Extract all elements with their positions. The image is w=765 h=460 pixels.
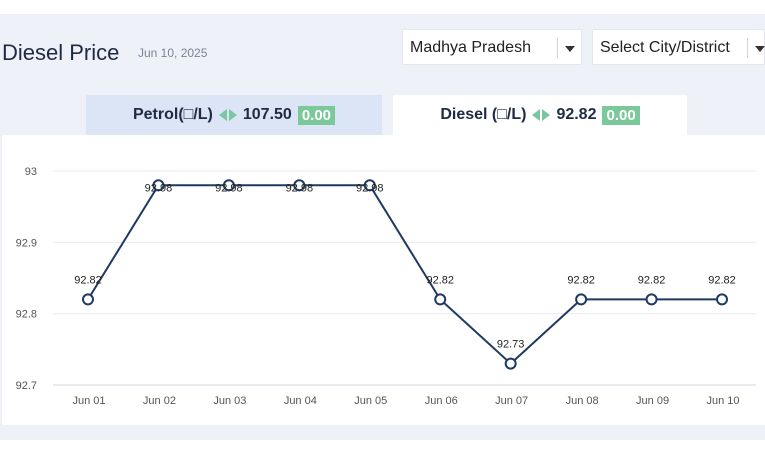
x-tick-label: Jun 07 <box>495 395 528 407</box>
data-point <box>434 293 447 306</box>
data-point <box>152 179 165 192</box>
price-change-arrows-icon <box>532 109 551 121</box>
x-tick-label: Jun 06 <box>425 395 458 407</box>
x-tick-label: Jun 09 <box>636 395 669 407</box>
price-line-chart: 93 92.9 92.8 92.7 Jun 01 Jun 02 Jun 03 Jun 04 Ju… <box>16 166 756 407</box>
data-point <box>293 179 306 192</box>
data-point <box>645 293 658 306</box>
data-label: 92.82 <box>638 274 666 286</box>
chart-card: 93 92.9 92.8 92.7 Jun 01 Jun 02 Jun 03 Jun 04 Ju… <box>2 135 765 425</box>
price-change-badge: 0.00 <box>602 105 640 125</box>
tab-diesel[interactable]: Diesel (□/L) 92.82 0.00 <box>393 95 687 135</box>
data-label: 92.98 <box>145 182 173 194</box>
y-tick-label: 92.9 <box>16 237 37 249</box>
chevron-down-icon[interactable] <box>565 46 575 52</box>
price-change-badge: 0.00 <box>297 105 336 125</box>
x-tick-label: Jun 10 <box>706 395 739 407</box>
state-select[interactable]: Madhya Pradesh <box>402 29 582 65</box>
data-label: 92.73 <box>497 339 525 351</box>
data-label: 92.98 <box>215 182 243 194</box>
state-select-value: Madhya Pradesh <box>410 39 531 56</box>
y-tick-label: 92.7 <box>16 380 37 392</box>
tab-petrol[interactable]: Petrol(□/L) 107.50 0.00 <box>86 95 382 135</box>
city-select[interactable]: Select City/District <box>592 29 765 65</box>
data-label: 92.82 <box>567 274 595 286</box>
x-tick-label: Jun 08 <box>566 395 599 407</box>
x-tick-label: Jun 03 <box>213 395 246 407</box>
y-tick-label: 92.8 <box>16 309 37 321</box>
x-tick-label: Jun 04 <box>284 395 317 407</box>
city-select-value: Select City/District <box>600 39 730 56</box>
data-point <box>82 293 94 306</box>
data-label: 92.98 <box>356 182 384 194</box>
data-label: 92.98 <box>286 182 314 194</box>
page-title: Diesel Price <box>2 40 120 65</box>
y-tick-label: 93 <box>25 166 37 178</box>
tab-price: 107.50 <box>242 106 292 123</box>
chevron-down-icon[interactable] <box>755 46 765 52</box>
data-point <box>716 293 728 306</box>
price-change-arrows-icon <box>218 109 237 121</box>
tab-fuel-label: Diesel (□/L) <box>440 106 527 123</box>
tab-price: 92.82 <box>556 106 597 123</box>
data-label: 92.82 <box>708 274 736 286</box>
x-tick-label: Jun 02 <box>143 395 176 407</box>
data-point <box>222 179 235 192</box>
city-select-divider <box>747 38 748 58</box>
data-point <box>575 293 588 306</box>
series-line <box>87 184 722 365</box>
x-tick-label: Jun 01 <box>72 395 105 407</box>
data-point <box>363 179 376 192</box>
x-tick-label: Jun 05 <box>354 395 387 407</box>
state-select-divider <box>557 38 558 58</box>
data-point <box>504 357 517 370</box>
price-date: Jun 10, 2025 <box>138 46 208 60</box>
data-label: 92.82 <box>426 274 454 286</box>
data-label: 92.82 <box>74 274 102 286</box>
tab-fuel-label: Petrol(□/L) <box>132 106 213 123</box>
